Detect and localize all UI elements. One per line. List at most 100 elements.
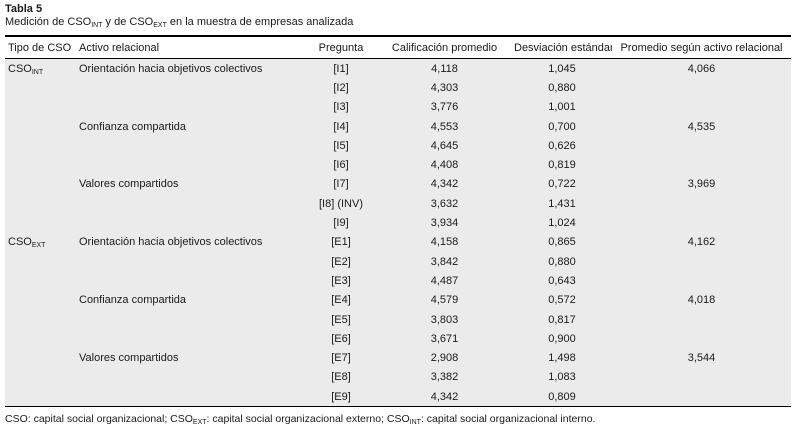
cell-pregunta: [E7] xyxy=(331,352,351,365)
cell-activo-relacional xyxy=(77,368,305,387)
cell-desviacion-estandar: 0,900 xyxy=(548,332,576,345)
table-row: [I5] 4,645 0,626 xyxy=(5,136,791,155)
cell-activo-relacional: Confianza compartida xyxy=(79,120,187,133)
cell-tipo-cso xyxy=(5,98,77,117)
table-row: [E6] 3,671 0,900 xyxy=(5,329,791,348)
cell-desviacion-estandar: 1,045 xyxy=(548,62,576,75)
cell-calificacion-promedio: 3,671 xyxy=(430,332,459,345)
cell-activo-relacional xyxy=(77,310,305,329)
table-row: CSOINT Orientación hacia objetivos colect… xyxy=(5,59,791,79)
cell-calificacion-promedio: 4,579 xyxy=(430,294,459,307)
cell-tipo-cso xyxy=(5,213,77,232)
table-caption: Tabla 5 Medición de CSOINT y de CSOEXT e… xyxy=(5,3,791,29)
table-body: CSOINT Orientación hacia objetivos colect… xyxy=(5,58,791,407)
cell-tipo-cso xyxy=(5,194,77,213)
cell-promedio-activo xyxy=(612,252,791,271)
cell-calificacion-promedio: 4,487 xyxy=(430,274,459,287)
cell-tipo-cso xyxy=(5,252,77,271)
cell-desviacion-estandar: 0,626 xyxy=(548,139,576,152)
cell-pregunta: [E1] xyxy=(331,236,351,249)
table-row: Confianza compartida [E4] 4,579 0,572 4,018 xyxy=(5,291,791,310)
cell-desviacion-estandar: 0,880 xyxy=(548,255,576,268)
cell-activo-relacional: Orientación hacia objetivos colectivos xyxy=(79,62,263,75)
cell-pregunta: [E8] xyxy=(331,371,351,384)
cell-desviacion-estandar: 0,817 xyxy=(548,313,576,326)
cell-calificacion-promedio: 3,803 xyxy=(430,313,459,326)
cell-tipo-cso xyxy=(5,368,77,387)
cell-calificacion-promedio: 4,408 xyxy=(430,159,459,172)
header-calificacion-promedio: Calificación promedio xyxy=(391,41,498,54)
header-tipo-cso: Tipo de CSO xyxy=(8,41,72,54)
cell-tipo-cso xyxy=(5,291,77,310)
cell-calificacion-promedio: 3,776 xyxy=(430,101,459,114)
cell-promedio-activo xyxy=(612,329,791,348)
cell-tipo-cso xyxy=(5,271,77,290)
cell-desviacion-estandar: 0,700 xyxy=(548,120,576,133)
cell-calificacion-promedio: 4,342 xyxy=(430,390,459,403)
cell-tipo-cso: CSOINT xyxy=(8,62,44,76)
cell-tipo-cso xyxy=(5,310,77,329)
table-footnote: CSO: capital social organizacional; CSOE… xyxy=(5,413,596,427)
cell-tipo-cso xyxy=(5,78,77,97)
table-row: Confianza compartida [I4] 4,553 0,700 4,535 xyxy=(5,117,791,136)
table-row: [E3] 4,487 0,643 xyxy=(5,271,791,290)
cell-promedio-activo xyxy=(612,310,791,329)
cell-desviacion-estandar: 1,498 xyxy=(548,352,576,365)
header-desviacion-estandar: Desviación estándar xyxy=(514,41,612,54)
cell-desviacion-estandar: 1,083 xyxy=(548,371,576,384)
table-row: [I6] 4,408 0,819 xyxy=(5,155,791,174)
cell-calificacion-promedio: 4,158 xyxy=(430,236,459,249)
table-row: [E8] 3,382 1,083 xyxy=(5,368,791,387)
cell-pregunta: [E3] xyxy=(331,274,351,287)
data-table: Tipo de CSO Activo relacional Pregunta C… xyxy=(5,35,791,408)
cell-promedio-activo: 3,544 xyxy=(687,352,716,365)
table-header: Tipo de CSO Activo relacional Pregunta C… xyxy=(5,36,791,59)
cell-tipo-cso xyxy=(5,348,77,367)
cell-promedio-activo xyxy=(612,271,791,290)
cell-activo-relacional: Valores compartidos xyxy=(79,178,179,191)
cell-pregunta: [I5] xyxy=(333,139,349,152)
cell-desviacion-estandar: 1,024 xyxy=(548,217,576,230)
header-promedio-activo-relacional: Promedio según activo relacional xyxy=(620,41,783,54)
header-row: Tipo de CSO Activo relacional Pregunta C… xyxy=(5,36,791,59)
header-pregunta: Pregunta xyxy=(318,41,364,54)
table-row: Valores compartidos [E7] 2,908 1,498 3,544 xyxy=(5,348,791,367)
cell-activo-relacional xyxy=(77,78,305,97)
cell-promedio-activo: 4,018 xyxy=(687,294,716,307)
table-row: [E9] 4,342 0,809 xyxy=(5,387,791,407)
cell-desviacion-estandar: 1,001 xyxy=(548,101,576,114)
cell-tipo-cso: CSOEXT xyxy=(8,236,46,250)
cell-promedio-activo: 4,162 xyxy=(687,236,716,249)
cell-calificacion-promedio: 2,908 xyxy=(430,352,459,365)
cell-calificacion-promedio: 4,342 xyxy=(430,178,459,191)
cell-tipo-cso xyxy=(5,136,77,155)
cell-pregunta: [I8] (INV) xyxy=(318,197,363,210)
cell-calificacion-promedio: 4,303 xyxy=(430,81,459,94)
cell-activo-relacional: Orientación hacia objetivos colectivos xyxy=(79,236,263,249)
cell-calificacion-promedio: 4,553 xyxy=(430,120,459,133)
cell-activo-relacional xyxy=(77,98,305,117)
cell-tipo-cso xyxy=(5,117,77,136)
cell-pregunta: [I6] xyxy=(333,159,349,172)
cell-pregunta: [E4] xyxy=(331,294,351,307)
cell-activo-relacional: Valores compartidos xyxy=(79,352,179,365)
cell-calificacion-promedio: 4,645 xyxy=(430,139,459,152)
cell-desviacion-estandar: 0,880 xyxy=(548,81,576,94)
cell-activo-relacional xyxy=(77,213,305,232)
cell-calificacion-promedio: 3,382 xyxy=(430,371,459,384)
cell-activo-relacional xyxy=(77,136,305,155)
cell-promedio-activo xyxy=(612,98,791,117)
cell-activo-relacional xyxy=(77,194,305,213)
cell-tipo-cso xyxy=(5,175,77,194)
cell-promedio-activo xyxy=(612,78,791,97)
table-title: Tabla 5 xyxy=(5,3,43,15)
cell-desviacion-estandar: 1,431 xyxy=(548,197,576,210)
cell-activo-relacional xyxy=(77,252,305,271)
cell-activo-relacional xyxy=(77,387,305,407)
cell-tipo-cso xyxy=(5,387,77,407)
cell-promedio-activo xyxy=(612,194,791,213)
cell-promedio-activo xyxy=(612,213,791,232)
cell-pregunta: [I2] xyxy=(333,81,349,94)
cell-pregunta: [I9] xyxy=(333,217,349,230)
